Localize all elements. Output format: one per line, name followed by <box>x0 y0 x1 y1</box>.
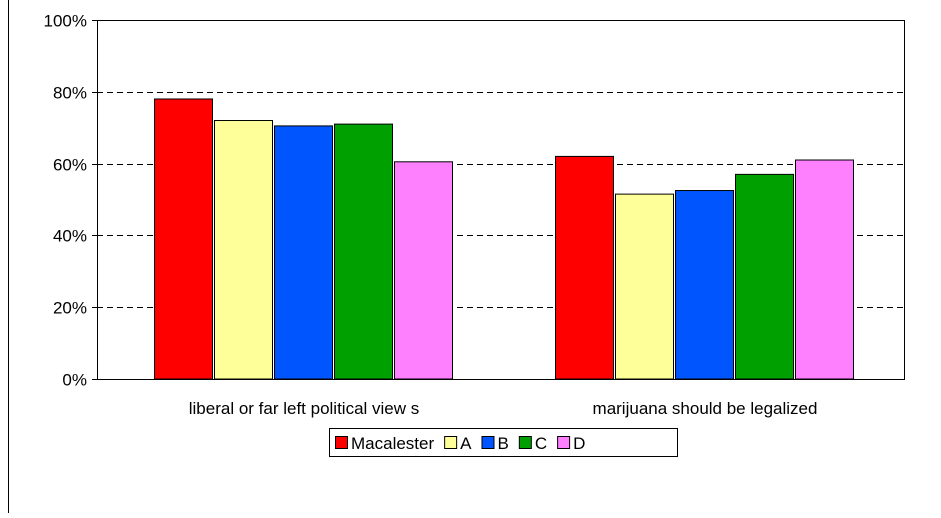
bar-a-2 <box>615 193 674 380</box>
x-axis: liberal or far left political view s mari… <box>189 399 818 418</box>
bar-b-2 <box>675 190 734 380</box>
legend-label: Macalester <box>351 434 434 453</box>
legend-label: C <box>535 434 547 453</box>
y-tick-label: 80% <box>53 84 87 103</box>
y-tick-label: 100% <box>44 12 87 31</box>
bar-d-1 <box>394 161 453 380</box>
legend-swatch <box>481 436 495 449</box>
legend-swatch <box>335 436 348 449</box>
bar-c-1 <box>334 123 393 380</box>
y-axis: 0% 20% 40% 60% 80% 100% <box>44 12 97 390</box>
bar-b-1 <box>274 125 333 380</box>
legend-swatch <box>557 436 571 449</box>
bar-macalester-2 <box>555 155 614 380</box>
legend: Macalester A B C D <box>329 428 678 457</box>
x-category-label: marijuana should be legalized <box>593 399 818 418</box>
bars <box>154 98 854 380</box>
legend-swatch <box>444 436 458 449</box>
y-tick-label: 20% <box>53 299 87 318</box>
legend-label: D <box>573 434 585 453</box>
y-tick-label: 60% <box>53 156 87 175</box>
bar-a-1 <box>214 120 273 380</box>
legend-label: A <box>460 434 472 453</box>
bar-c-2 <box>735 173 794 380</box>
x-category-label: liberal or far left political view s <box>189 399 420 418</box>
legend-label: B <box>497 434 508 453</box>
plot-area <box>97 20 905 380</box>
legend-swatch <box>518 436 532 449</box>
bar-d-2 <box>795 159 854 380</box>
legend-box <box>329 428 678 457</box>
y-tick-label: 40% <box>53 227 87 246</box>
y-tick-label: 0% <box>62 371 87 390</box>
bar-macalester-1 <box>154 98 213 380</box>
